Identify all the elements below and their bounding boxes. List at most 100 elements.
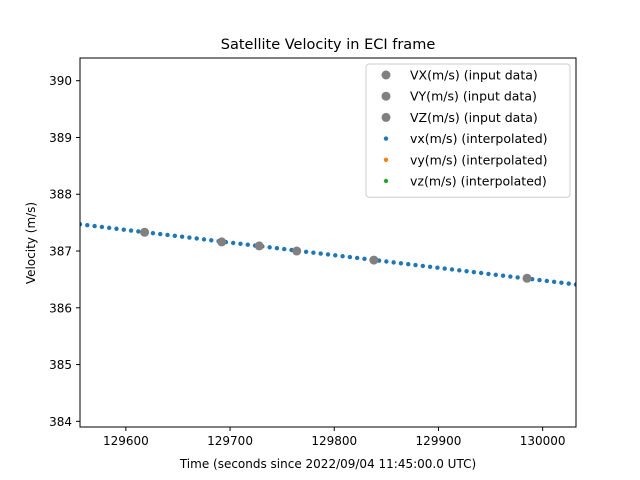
series-vx-input [140, 227, 532, 283]
y-axis-label: Velocity (m/s) [24, 202, 38, 284]
interpolated-point [172, 233, 178, 239]
interpolated-point [362, 256, 367, 262]
interpolated-point [136, 229, 141, 234]
interpolated-point [340, 253, 345, 259]
y-tick-label: 384 [49, 415, 72, 429]
interpolated-point [427, 264, 433, 270]
plot-area [79, 57, 577, 428]
input-data-point [522, 273, 532, 283]
interpolated-point [508, 274, 513, 279]
y-axis: 384 385 386 387 388 389 390 [49, 74, 80, 429]
interpolated-point [318, 251, 323, 256]
interpolated-point [92, 223, 97, 229]
interpolated-point [493, 272, 498, 277]
x-tick-label: 129700 [207, 434, 253, 448]
interpolated-point [80, 222, 83, 227]
interpolated-point [486, 271, 491, 277]
interpolated-point [179, 234, 185, 239]
interpolated-point [420, 263, 426, 269]
interpolated-point [500, 273, 506, 278]
interpolated-point [187, 235, 192, 240]
interpolated-point [282, 246, 287, 252]
interpolated-point [559, 280, 564, 285]
interpolated-point [303, 249, 309, 254]
plot-frame [79, 57, 577, 428]
interpolated-point [573, 282, 576, 287]
interpolated-point [544, 278, 550, 284]
interpolated-point [85, 223, 90, 228]
interpolated-point [384, 259, 389, 264]
legend-label: vx(m/s) (interpolated) [410, 131, 548, 146]
interpolated-point [165, 232, 170, 238]
interpolated-point [114, 226, 119, 231]
interpolated-point [325, 252, 331, 257]
interpolated-point [398, 261, 404, 266]
interpolated-point [551, 279, 557, 285]
legend-marker [383, 178, 389, 184]
y-tick-label: 387 [49, 245, 72, 259]
legend-marker [381, 112, 391, 122]
legend-marker [383, 157, 389, 162]
x-axis: 129600 129700 129800 129900 130000 [103, 427, 566, 448]
interpolated-point [354, 255, 360, 261]
interpolated-point [99, 224, 105, 230]
interpolated-point [121, 227, 126, 232]
y-tick-label: 388 [49, 188, 72, 202]
interpolated-point [106, 225, 112, 231]
interpolated-point [435, 265, 440, 270]
y-tick-label: 386 [49, 301, 72, 315]
legend-label: VX(m/s) (input data) [410, 68, 538, 83]
interpolated-point [347, 254, 353, 260]
legend-marker [381, 91, 391, 101]
interpolated-point [333, 253, 338, 258]
interpolated-point [449, 267, 455, 272]
interpolated-point [471, 269, 477, 275]
legend-label: VY(m/s) (input data) [410, 89, 537, 104]
interpolated-point [442, 266, 447, 271]
interpolated-point [201, 237, 207, 242]
series-vx-interpolated [80, 222, 576, 287]
interpolated-point [194, 236, 199, 241]
interpolated-point [274, 246, 280, 251]
interpolated-point [515, 275, 520, 280]
interpolated-point [413, 262, 418, 268]
chart-title: Satellite Velocity in ECI frame [221, 37, 436, 53]
interpolated-point [391, 260, 396, 265]
interpolated-point [245, 242, 250, 247]
interpolated-point [128, 228, 134, 233]
interpolated-point [464, 269, 469, 274]
legend-marker [381, 70, 391, 80]
y-tick-label: 389 [49, 131, 72, 145]
interpolated-point [158, 231, 163, 237]
interpolated-point [311, 250, 316, 255]
legend-marker [383, 136, 389, 141]
x-tick-label: 129600 [103, 434, 149, 448]
interpolated-point [267, 245, 272, 250]
interpolated-point [230, 240, 236, 246]
input-data-point [369, 255, 379, 265]
input-data-point [292, 246, 302, 256]
legend-box [365, 63, 571, 198]
interpolated-point [457, 268, 462, 273]
x-tick-label: 129900 [416, 434, 462, 448]
legend-label: vy(m/s) (interpolated) [410, 152, 548, 167]
x-tick-label: 129800 [311, 434, 357, 448]
interpolated-point [537, 277, 542, 283]
interpolated-point [406, 261, 411, 267]
legend: VX(m/s) (input data) VY(m/s) (input data)… [365, 63, 571, 198]
interpolated-point [209, 238, 214, 243]
legend-label: vz(m/s) (interpolated) [410, 174, 547, 189]
y-tick-label: 390 [49, 74, 72, 88]
input-data-point [217, 237, 227, 247]
legend-label: VZ(m/s) (input data) [410, 110, 538, 125]
x-axis-label: Time (seconds since 2022/09/04 11:45:00.… [179, 457, 476, 471]
x-tick-label: 130000 [520, 434, 566, 448]
interpolated-point [238, 241, 243, 247]
interpolated-point [566, 281, 571, 286]
interpolated-point [478, 270, 484, 276]
y-tick-label: 385 [49, 358, 72, 372]
input-data-point [140, 227, 150, 237]
input-data-point [254, 241, 264, 251]
interpolated-point [150, 230, 156, 236]
